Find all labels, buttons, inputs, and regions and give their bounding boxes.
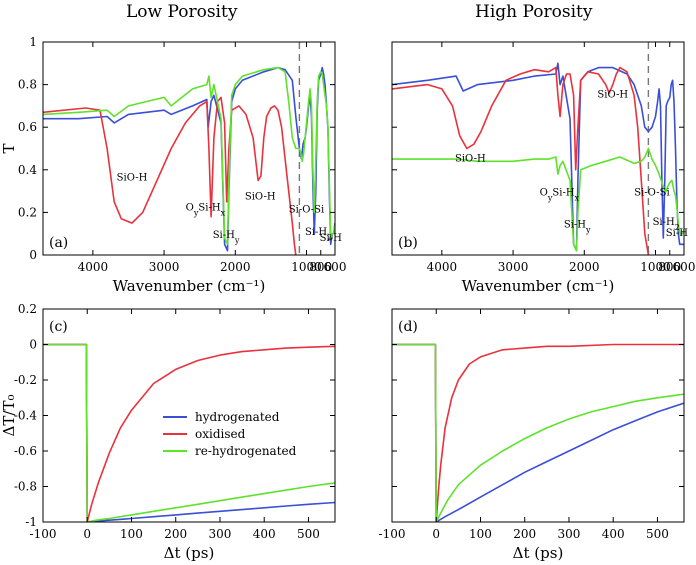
peak-annotation: Si-H xyxy=(666,228,688,239)
series-line-re-hydrogenated xyxy=(392,147,684,252)
legend-label: re-hydrogenated xyxy=(195,444,297,458)
peak-annotation: Si-H2 xyxy=(305,227,332,242)
x-axis-label: Wavenumber (cm⁻¹) xyxy=(462,277,615,295)
peak-annotation: SiO-H xyxy=(597,89,628,100)
peak-annotation: Si-O-Si xyxy=(634,187,669,198)
x-axis-label: Wavenumber (cm⁻¹) xyxy=(113,277,266,295)
x-tick-label: 3000 xyxy=(498,260,529,274)
y-tick-label: -0.8 xyxy=(14,480,37,494)
series-line-re-hydrogenated xyxy=(43,343,335,522)
y-tick-label: 0 xyxy=(29,248,37,262)
x-tick-label: 600 xyxy=(324,260,347,274)
y-tick-label: 0.4 xyxy=(18,163,37,177)
series-group xyxy=(392,62,684,255)
axes-frame xyxy=(42,41,336,256)
x-tick-label: 100 xyxy=(120,527,143,541)
y-tick-label: 0.8 xyxy=(18,78,37,92)
panel-tag-label: (a) xyxy=(49,235,68,251)
y-tick-label: 1 xyxy=(29,35,37,49)
x-axis-label: Δt (ps) xyxy=(164,544,215,562)
peak-annotation: OySi-Hx xyxy=(186,202,226,217)
x-tick-label: 300 xyxy=(558,527,581,541)
axes-frame xyxy=(391,41,685,256)
x-tick-label: 1000 xyxy=(291,260,322,274)
x-tick-label: 500 xyxy=(297,527,320,541)
series-group xyxy=(43,66,335,255)
legend-label: oxidised xyxy=(195,427,246,441)
x-tick-label: 400 xyxy=(602,527,625,541)
x-tick-label: 0 xyxy=(432,527,440,541)
x-tick-label: 4000 xyxy=(427,260,458,274)
y-axis-label: T xyxy=(0,143,18,153)
peak-annotation: OySi-Hx xyxy=(540,187,580,202)
x-tick-label: 3000 xyxy=(149,260,180,274)
series-line-re-hydrogenated xyxy=(43,66,335,246)
x-tick-label: 600 xyxy=(673,260,696,274)
panel-tag-label: (c) xyxy=(49,319,68,335)
peak-annotation: Si-H2 xyxy=(653,217,680,232)
peak-annotation: Si-Hy xyxy=(564,219,591,234)
x-tick-label: 200 xyxy=(164,527,187,541)
x-axis-label: Δt (ps) xyxy=(513,544,564,562)
x-tick-label: 0 xyxy=(83,527,91,541)
x-tick-label: 4000 xyxy=(78,260,109,274)
legend-label: hydrogenated xyxy=(195,410,280,424)
panel-c: -100 0 100 200 300 400 500 -1 -0.8 -0.6 -0.4 -0.2 0 0… xyxy=(0,302,336,562)
y-axis-label: ΔT/T₀ xyxy=(0,395,18,437)
y-tick-label: -0.2 xyxy=(14,373,37,387)
series-line-hydrogenated xyxy=(43,66,335,252)
x-tick-label: 800 xyxy=(658,260,681,274)
x-tick-label: 1000 xyxy=(640,260,671,274)
peak-annotation: Si-H xyxy=(320,233,342,244)
x-tick-label: 400 xyxy=(253,527,276,541)
peak-annotation: SiO-H xyxy=(117,172,148,183)
y-tick-label: -1 xyxy=(25,515,37,529)
y-tick-label: 0.2 xyxy=(18,205,37,219)
series-group xyxy=(43,343,335,522)
series-group xyxy=(392,343,684,522)
y-tick-label: 0.6 xyxy=(18,120,37,134)
x-tick-label: -100 xyxy=(379,527,406,541)
peak-annotation: SiO-H xyxy=(455,153,486,164)
x-tick-label: -100 xyxy=(30,527,57,541)
column-title-high-porosity: High Porosity xyxy=(475,2,593,22)
y-tick-label: -0.4 xyxy=(14,409,38,423)
series-line-oxidised xyxy=(392,66,650,255)
y-tick-label: 0 xyxy=(29,338,37,352)
x-tick-label: 300 xyxy=(209,527,232,541)
x-tick-label: 100 xyxy=(469,527,492,541)
panel-d: -100 0 100 200 300 400 500 Δt (ps) (d) xyxy=(379,308,685,562)
panel-tag-label: (d) xyxy=(398,319,418,335)
x-tick-label: 500 xyxy=(646,527,669,541)
y-tick-label: 0.2 xyxy=(18,302,37,316)
y-tick-label: -0.6 xyxy=(14,444,37,458)
x-tick-label: 800 xyxy=(309,260,332,274)
series-line-oxidised xyxy=(43,96,297,255)
x-tick-label: 200 xyxy=(513,527,536,541)
column-title-low-porosity: Low Porosity xyxy=(126,2,238,22)
panel-tag-label: (b) xyxy=(398,235,418,251)
peak-annotation: Si-Hy xyxy=(213,230,240,245)
peak-annotation: Si-O-Si xyxy=(289,204,324,215)
x-tick-label: 2000 xyxy=(220,260,251,274)
peak-annotation: SiO-H xyxy=(245,192,276,203)
series-line-re-hydrogenated xyxy=(392,343,684,522)
x-tick-label: 2000 xyxy=(569,260,600,274)
